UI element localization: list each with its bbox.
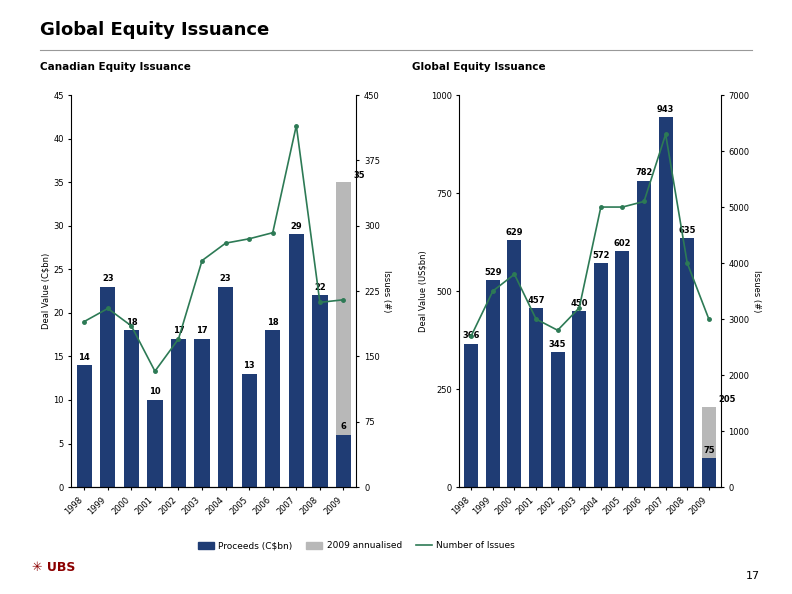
- Text: 10: 10: [149, 387, 161, 396]
- Y-axis label: Deal Value (US$bn): Deal Value (US$bn): [419, 250, 428, 332]
- Bar: [77, 365, 92, 487]
- Text: 450: 450: [570, 299, 588, 308]
- Bar: [336, 182, 351, 487]
- Text: 18: 18: [126, 318, 137, 327]
- Bar: [550, 352, 565, 487]
- Text: 17: 17: [173, 327, 185, 336]
- Text: 629: 629: [505, 228, 524, 238]
- Text: 22: 22: [314, 283, 326, 292]
- Bar: [124, 330, 139, 487]
- Text: 14: 14: [78, 353, 90, 362]
- Text: 17: 17: [196, 327, 208, 336]
- Text: 602: 602: [614, 239, 631, 248]
- Y-axis label: Issues (#): Issues (#): [383, 270, 391, 312]
- Text: 23: 23: [102, 274, 113, 283]
- Text: 35: 35: [353, 170, 365, 179]
- Text: ✳ UBS: ✳ UBS: [32, 561, 75, 574]
- Legend: Proceeds (C$bn), 2009 annualised, Number of Issues: Proceeds (C$bn), 2009 annualised, Number…: [194, 538, 519, 554]
- Text: Canadian Equity Issuance: Canadian Equity Issuance: [40, 62, 190, 72]
- Bar: [615, 251, 630, 487]
- Bar: [218, 287, 234, 487]
- Bar: [485, 280, 500, 487]
- Bar: [147, 400, 162, 487]
- Bar: [265, 330, 280, 487]
- Y-axis label: Issues (#): Issues (#): [752, 270, 760, 312]
- Text: 205: 205: [718, 394, 736, 403]
- Bar: [508, 241, 521, 487]
- Bar: [637, 181, 651, 487]
- Text: 13: 13: [243, 361, 255, 370]
- Bar: [288, 235, 304, 487]
- Text: 366: 366: [463, 331, 480, 340]
- Text: 18: 18: [267, 318, 279, 327]
- Bar: [680, 238, 695, 487]
- Y-axis label: Deal Value (C$bn): Deal Value (C$bn): [41, 253, 50, 329]
- Bar: [702, 407, 716, 487]
- Text: 635: 635: [679, 226, 696, 235]
- Bar: [336, 435, 351, 487]
- Bar: [702, 457, 716, 487]
- Bar: [529, 308, 543, 487]
- Text: Global Equity Issuance: Global Equity Issuance: [412, 62, 546, 72]
- Bar: [100, 287, 116, 487]
- Text: Global Equity Issuance: Global Equity Issuance: [40, 21, 268, 39]
- Text: 943: 943: [657, 105, 674, 114]
- Text: 75: 75: [703, 446, 714, 454]
- Bar: [312, 295, 328, 487]
- Bar: [572, 311, 586, 487]
- Text: 6: 6: [341, 422, 346, 431]
- Text: 345: 345: [549, 340, 566, 349]
- Text: 17: 17: [746, 571, 760, 581]
- Bar: [594, 263, 608, 487]
- Text: 29: 29: [291, 222, 302, 231]
- Text: 529: 529: [484, 267, 501, 277]
- Text: 457: 457: [527, 296, 545, 305]
- Bar: [194, 339, 210, 487]
- Text: 572: 572: [592, 251, 610, 260]
- Bar: [659, 118, 672, 487]
- Bar: [242, 374, 257, 487]
- Text: 23: 23: [220, 274, 231, 283]
- Text: 782: 782: [635, 168, 653, 178]
- Bar: [464, 343, 478, 487]
- Bar: [171, 339, 186, 487]
